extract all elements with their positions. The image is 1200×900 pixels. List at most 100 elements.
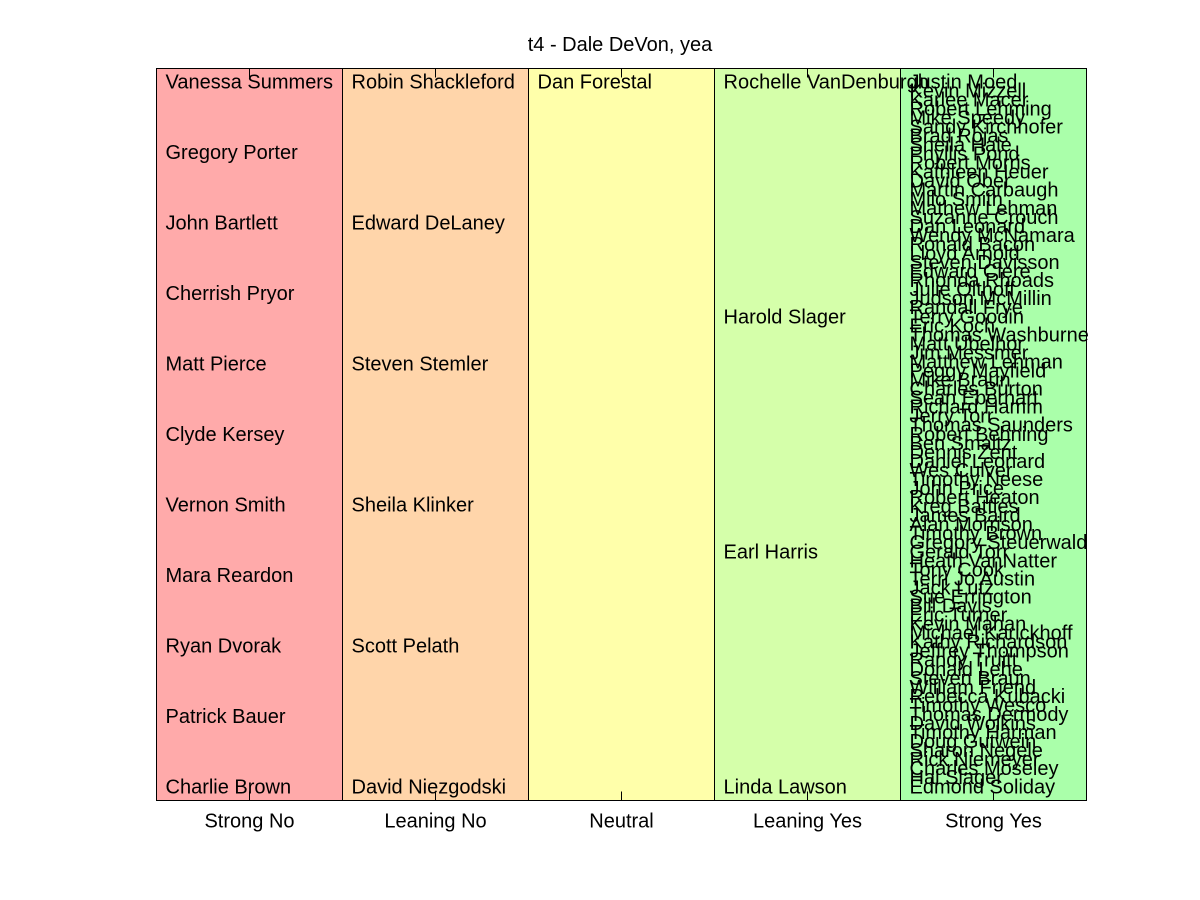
plot-frame: [156, 68, 1087, 801]
name-label: Justin Moed: [910, 71, 1018, 93]
name-label: Heath VanNatter: [910, 550, 1058, 572]
name-label: Jim Messmer: [910, 342, 1029, 364]
name-label: Sheila Klinker: [352, 494, 475, 516]
name-label: Sean Eberhart: [910, 388, 1039, 410]
name-label: Scott Pelath: [352, 635, 460, 657]
name-label: David Niezgodski: [352, 776, 507, 798]
name-label: Steven Stemler: [352, 353, 489, 375]
name-label: Randy Truitt: [910, 650, 1018, 672]
category-labels: Strong No Leaning No Neutral Leaning Yes Str…: [204, 811, 1041, 833]
name-label: Dan Forestal: [538, 71, 653, 93]
name-label: Judson McMillin: [910, 288, 1052, 310]
name-label: Robin Shackleford: [352, 71, 515, 93]
name-label: David Wolkins: [910, 713, 1036, 735]
name-label: Matt Pierce: [166, 353, 267, 375]
name-label: Gregory Porter: [166, 142, 299, 164]
name-label: Clyde Kersey: [166, 424, 285, 446]
name-label: Matthew Lehman: [910, 351, 1063, 373]
name-label: Thomas Dermody: [910, 704, 1069, 726]
name-label: Dan Leonard: [910, 216, 1026, 238]
name-label: Doug Gutwein: [910, 731, 1037, 753]
name-label: Alan Morrison: [910, 514, 1033, 536]
name-label: Earl Harris: [724, 541, 818, 563]
chart-title: t4 - Dale DeVon, yea: [527, 34, 713, 56]
category-label-leaning-no: Leaning No: [384, 811, 486, 833]
name-label: Timothy Wesco: [910, 695, 1047, 717]
name-label: Timothy Brown: [910, 523, 1043, 545]
name-label: John Bartlett: [166, 212, 279, 234]
name-label: Jeffrey Thompson: [910, 641, 1069, 663]
column-neutral: [528, 68, 715, 801]
category-label-strong-yes: Strong Yes: [945, 811, 1042, 833]
name-label: Charlie Brown: [166, 776, 292, 798]
name-label: Sheila Hale: [910, 135, 1012, 157]
name-label: Jack Lutz: [910, 577, 994, 599]
name-label: Bill Davis: [910, 596, 992, 618]
name-label: Rochelle VanDenburgh: [724, 71, 929, 93]
name-label: Hal Slager: [910, 767, 1004, 789]
name-label: Timothy Neese: [910, 469, 1044, 491]
name-label: Wendy McNamara: [910, 225, 1076, 247]
name-label: Gerald Torr: [910, 541, 1010, 563]
name-label: Karlee Macer: [910, 89, 1029, 111]
name-label: Ryan Dvorak: [166, 635, 283, 657]
name-label: Sharon Negele: [910, 740, 1043, 762]
name-label: Dennis Zent: [910, 442, 1018, 464]
name-label: Timothy Harman: [910, 722, 1057, 744]
name-label: Brad Rojas: [910, 126, 1009, 148]
name-label: Mike Braun: [910, 370, 1011, 392]
category-label-strong-no: Strong No: [204, 811, 294, 833]
name-label: Cherrish Pryor: [166, 283, 295, 305]
name-label: Julie Olthoff: [910, 279, 1016, 301]
name-label: Patrick Bauer: [166, 706, 286, 728]
name-label: Randall Frye: [910, 297, 1023, 319]
name-label: Wes Culver: [910, 460, 1013, 482]
name-label: Martin Carbaugh: [910, 180, 1059, 202]
name-label: Rebecca Kubacki: [910, 686, 1066, 708]
column-strong-yes: [900, 68, 1087, 801]
name-label: Richard Hamm: [910, 397, 1043, 419]
name-label: Eric Koch: [910, 315, 996, 337]
name-label: Harold Slager: [724, 306, 847, 328]
name-label: William Friend: [910, 677, 1037, 699]
name-label: Terri Jo Austin: [910, 568, 1036, 590]
name-label: Edmond Soliday: [910, 776, 1056, 798]
column-leaning-no: [342, 68, 529, 801]
name-label: Phyllis Pond: [910, 144, 1020, 166]
name-label: Donald Lehe: [910, 659, 1023, 681]
name-label: Sandy Kirchhofer: [910, 116, 1064, 138]
name-label: David Ober: [910, 171, 1011, 193]
name-label: Robert Morris: [910, 153, 1031, 175]
name-label: Edward Clere: [910, 261, 1031, 283]
name-label: Charles Moseley: [910, 758, 1059, 780]
name-label: Rhonda Rhoads: [910, 270, 1055, 292]
name-label: Thomas Saunders: [910, 415, 1073, 437]
name-label: Charles Burton: [910, 379, 1043, 401]
legislator-names: Vanessa Summers Gregory Porter John Bartle…: [166, 71, 1089, 798]
name-label: Lloyd Arnold: [910, 243, 1020, 265]
name-label: Daniel Leonard: [910, 451, 1046, 473]
column-leaning-yes: [714, 68, 901, 801]
name-label: Suzanne Crouch: [910, 207, 1059, 229]
axis-ticks: [249, 68, 994, 801]
name-label: Steven Braun: [910, 668, 1031, 690]
name-label: Tony Cook: [910, 559, 1005, 581]
category-columns: [156, 68, 1087, 801]
name-label: Steven Davisson: [910, 252, 1060, 274]
name-label: Kreg Battles: [910, 496, 1019, 518]
name-label: Gregory Steuerwald: [910, 532, 1088, 554]
name-label: Peggy Mayfield: [910, 361, 1047, 383]
name-label: Kevin Mizzell: [910, 80, 1027, 102]
name-label: Thomas Washburne: [910, 324, 1089, 346]
name-label: Robert Behning: [910, 424, 1049, 446]
name-label: Mara Reardon: [166, 565, 294, 587]
name-label: Vanessa Summers: [166, 71, 333, 93]
name-label: Vernon Smith: [166, 494, 286, 516]
name-label: Terry Goodin: [910, 306, 1025, 328]
name-label: Matt Ubelhor: [910, 333, 1025, 355]
name-label: Ronald Bacon: [910, 234, 1036, 256]
name-label: Kathleen Heuer: [910, 162, 1049, 184]
name-label: Linda Lawson: [724, 776, 847, 798]
name-label: Mike Speedy: [910, 107, 1026, 129]
